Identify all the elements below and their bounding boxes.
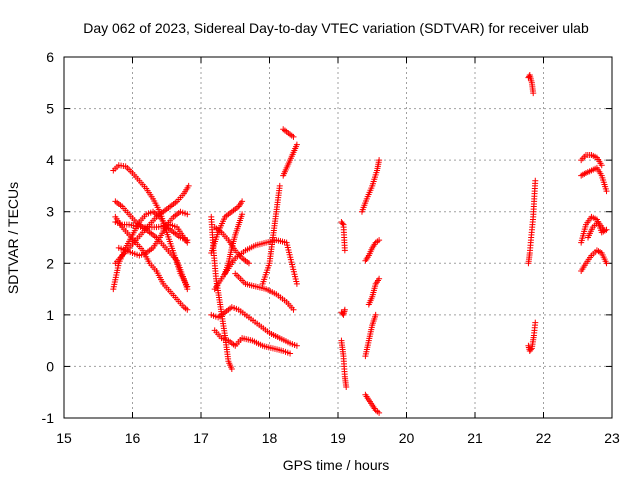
- data-point: [184, 239, 191, 246]
- series-track-11: [211, 327, 294, 357]
- data-point: [290, 306, 297, 313]
- series-track-16: [259, 182, 283, 287]
- x-tick-label: 18: [262, 430, 278, 446]
- series-track-6: [112, 219, 191, 246]
- series-track-9: [208, 198, 246, 256]
- chart-title: Day 062 of 2023, Sidereal Day-to-day VTE…: [83, 20, 589, 36]
- series-track-21: [338, 219, 348, 254]
- series-track-34: [585, 219, 607, 241]
- series-track-30: [578, 164, 610, 195]
- data-point: [532, 319, 539, 326]
- series-track-17: [280, 126, 297, 140]
- x-tick-label: 15: [56, 430, 72, 446]
- data-point: [527, 346, 534, 353]
- data-points: [110, 72, 610, 416]
- series-track-13: [211, 237, 300, 293]
- data-point: [290, 133, 297, 140]
- series-track-19: [338, 337, 350, 391]
- data-point: [598, 162, 605, 169]
- series-track-18: [280, 141, 300, 179]
- data-point: [287, 350, 294, 357]
- data-point: [184, 286, 191, 293]
- y-tick-label: 2: [46, 255, 54, 271]
- data-point: [603, 188, 610, 195]
- data-point: [293, 280, 300, 287]
- series-track-8: [208, 213, 235, 373]
- series-track-31: [578, 151, 605, 169]
- series-track-15: [221, 211, 246, 277]
- series-track-3: [112, 213, 191, 313]
- x-tick-label: 22: [536, 430, 552, 446]
- y-tick-label: 5: [46, 101, 54, 117]
- data-point: [239, 211, 246, 218]
- x-tick-label: 21: [467, 430, 483, 446]
- data-point: [276, 182, 283, 189]
- data-point: [245, 260, 252, 267]
- series-track-29: [525, 319, 539, 354]
- y-tick-label: 0: [46, 358, 54, 374]
- y-tick-label: 6: [46, 49, 54, 65]
- data-point: [184, 306, 191, 313]
- data-point: [530, 90, 537, 97]
- series-track-23: [362, 311, 379, 360]
- series-track-10: [208, 304, 300, 349]
- data-point: [603, 260, 610, 267]
- data-point: [228, 366, 235, 373]
- x-tick-label: 23: [604, 430, 620, 446]
- x-tick-label: 19: [330, 430, 346, 446]
- data-point: [185, 182, 192, 189]
- x-tick-label: 20: [399, 430, 415, 446]
- series-track-20: [338, 306, 348, 318]
- data-point: [376, 237, 383, 244]
- data-point: [372, 311, 379, 318]
- data-point: [293, 342, 300, 349]
- series-track-26: [358, 157, 383, 215]
- y-tick-label: 4: [46, 152, 54, 168]
- data-point: [239, 198, 246, 205]
- y-tick-label: 1: [46, 307, 54, 323]
- data-point: [532, 177, 539, 184]
- data-point: [341, 247, 348, 254]
- y-axis-label: SDTVAR / TECUs: [5, 182, 21, 294]
- data-point: [341, 306, 348, 313]
- data-point: [376, 409, 383, 416]
- data-point: [600, 226, 607, 233]
- y-tick-label: 3: [46, 204, 54, 220]
- grid: [64, 57, 612, 418]
- y-tick-label: -1: [42, 410, 55, 426]
- data-point: [293, 141, 300, 148]
- series-track-22: [362, 391, 383, 416]
- data-point: [184, 211, 191, 218]
- series-track-24: [365, 275, 383, 308]
- x-tick-label: 16: [125, 430, 141, 446]
- series-track-14: [232, 270, 297, 313]
- data-point: [376, 275, 383, 282]
- x-tick-label: 17: [193, 430, 209, 446]
- series-track-7: [115, 208, 191, 259]
- series-track-25: [362, 237, 383, 264]
- data-point: [376, 157, 383, 164]
- series-track-28: [525, 177, 539, 267]
- series-track-33: [578, 247, 610, 275]
- data-point: [339, 220, 346, 227]
- data-point: [343, 384, 350, 391]
- series-track-27: [525, 72, 537, 97]
- x-axis-label: GPS time / hours: [283, 457, 390, 473]
